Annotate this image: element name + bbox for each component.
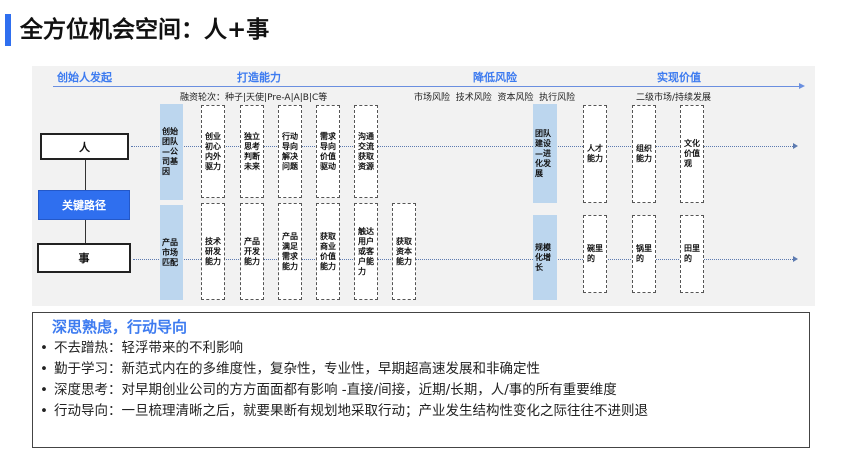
summary-bullet: 勤于学习：新范式内在的多维度性，复杂性，专业性，早期超高速发展和非确定性 [40, 357, 540, 377]
stage-box: 规模化增长 [533, 215, 557, 300]
capability-box: 产品开发能力 [240, 203, 264, 300]
risks-label: 市场风险 技术风险 资本风险 执行风险 [414, 93, 576, 103]
value-box-label: 锅里的 [636, 244, 652, 263]
capability-box: 触达用户或客户能力 [354, 203, 378, 300]
capability-box-label: 获取商业价值能力 [320, 231, 336, 271]
timeline-axis [53, 86, 801, 87]
value-box: 组织能力 [632, 105, 656, 203]
capability-box: 行动导向解决问题 [278, 105, 302, 198]
secondary-label: 二级市场/持续发展 [636, 93, 712, 103]
capability-box: 技术研发能力 [201, 203, 225, 300]
value-box-label: 组织能力 [636, 144, 652, 163]
summary-bullet: 行动导向：一旦梳理清晰之后，就要果断有规划地采取行动；产业发生结构性变化之际往往… [40, 399, 648, 419]
arrow-icon [799, 83, 805, 89]
value-box: 人才能力 [583, 105, 607, 203]
stage-box: 创始团队—公司基因 [160, 104, 183, 200]
value-box-label: 文化价值观 [684, 139, 700, 168]
person-flow-line [131, 146, 795, 147]
capability-box-label: 触达用户或客户能力 [358, 226, 374, 276]
value-box: 文化价值观 [680, 105, 704, 203]
value-box-label: 人才能力 [587, 144, 603, 163]
capability-box: 独立思考判断未来 [240, 105, 264, 198]
phase-founder: 创始人发起 [57, 71, 112, 84]
value-box: 碗里的 [583, 215, 607, 293]
capability-box: 需求导向价值驱动 [316, 105, 340, 198]
stage-box-label: 团队建设—进化发展 [535, 128, 551, 178]
capability-box-label: 需求导向价值驱动 [320, 131, 336, 171]
phase-build: 打造能力 [237, 71, 281, 84]
matter-node: 事 [37, 243, 131, 273]
financing-label: 融资轮次：种子|天使|Pre-A|A|B|C等 [180, 93, 328, 103]
stage-box-label: 创始团队—公司基因 [162, 127, 178, 176]
matter-flow-line [133, 259, 795, 260]
connector [85, 160, 86, 190]
capability-box-label: 技术研发能力 [205, 236, 221, 266]
capability-box-label: 行动导向解决问题 [282, 131, 298, 171]
capability-box: 创业初心内外驱力 [201, 105, 225, 198]
value-box-label: 碗里的 [587, 244, 603, 263]
phase-risk: 降低风险 [473, 71, 517, 84]
stage-box-label: 产品市场匹配 [162, 237, 178, 267]
summary-heading: 深思熟虑，行动导向 [52, 318, 188, 336]
title-accent-bar [5, 14, 11, 46]
key-path-node: 关键路径 [38, 190, 130, 220]
summary-bullet: 不去蹭热：轻浮带来的不利影响 [40, 336, 243, 356]
stage-box-label: 规模化增长 [535, 242, 551, 272]
capability-box-label: 获取资本能力 [396, 236, 412, 266]
arrow-icon [793, 143, 798, 149]
capability-box: 沟通交流获取资源 [354, 105, 378, 198]
capability-box-label: 沟通交流获取资源 [358, 131, 374, 171]
value-box: 锅里的 [632, 215, 656, 293]
capability-box-label: 产品满足需求能力 [282, 231, 298, 271]
capability-box-label: 创业初心内外驱力 [205, 131, 221, 171]
value-box-label: 田里的 [684, 244, 700, 263]
phase-value: 实现价值 [657, 71, 701, 84]
capability-box-label: 产品开发能力 [244, 236, 260, 266]
stage-box: 产品市场匹配 [160, 205, 183, 300]
person-node: 人 [40, 133, 129, 160]
arrow-icon [793, 256, 798, 262]
summary-bullet: 深度思考：对早期创业公司的方方面面都有影响 -直接/间接，近期/长期，人/事的所… [40, 378, 617, 398]
stage-box: 团队建设—进化发展 [533, 104, 557, 203]
capability-box: 获取资本能力 [392, 203, 416, 300]
page-title: 全方位机会空间：人+事 [20, 17, 270, 43]
connector [85, 220, 86, 243]
capability-box: 产品满足需求能力 [278, 203, 302, 300]
value-box: 田里的 [680, 215, 704, 293]
capability-box-label: 独立思考判断未来 [244, 131, 260, 171]
capability-box: 获取商业价值能力 [316, 203, 340, 300]
